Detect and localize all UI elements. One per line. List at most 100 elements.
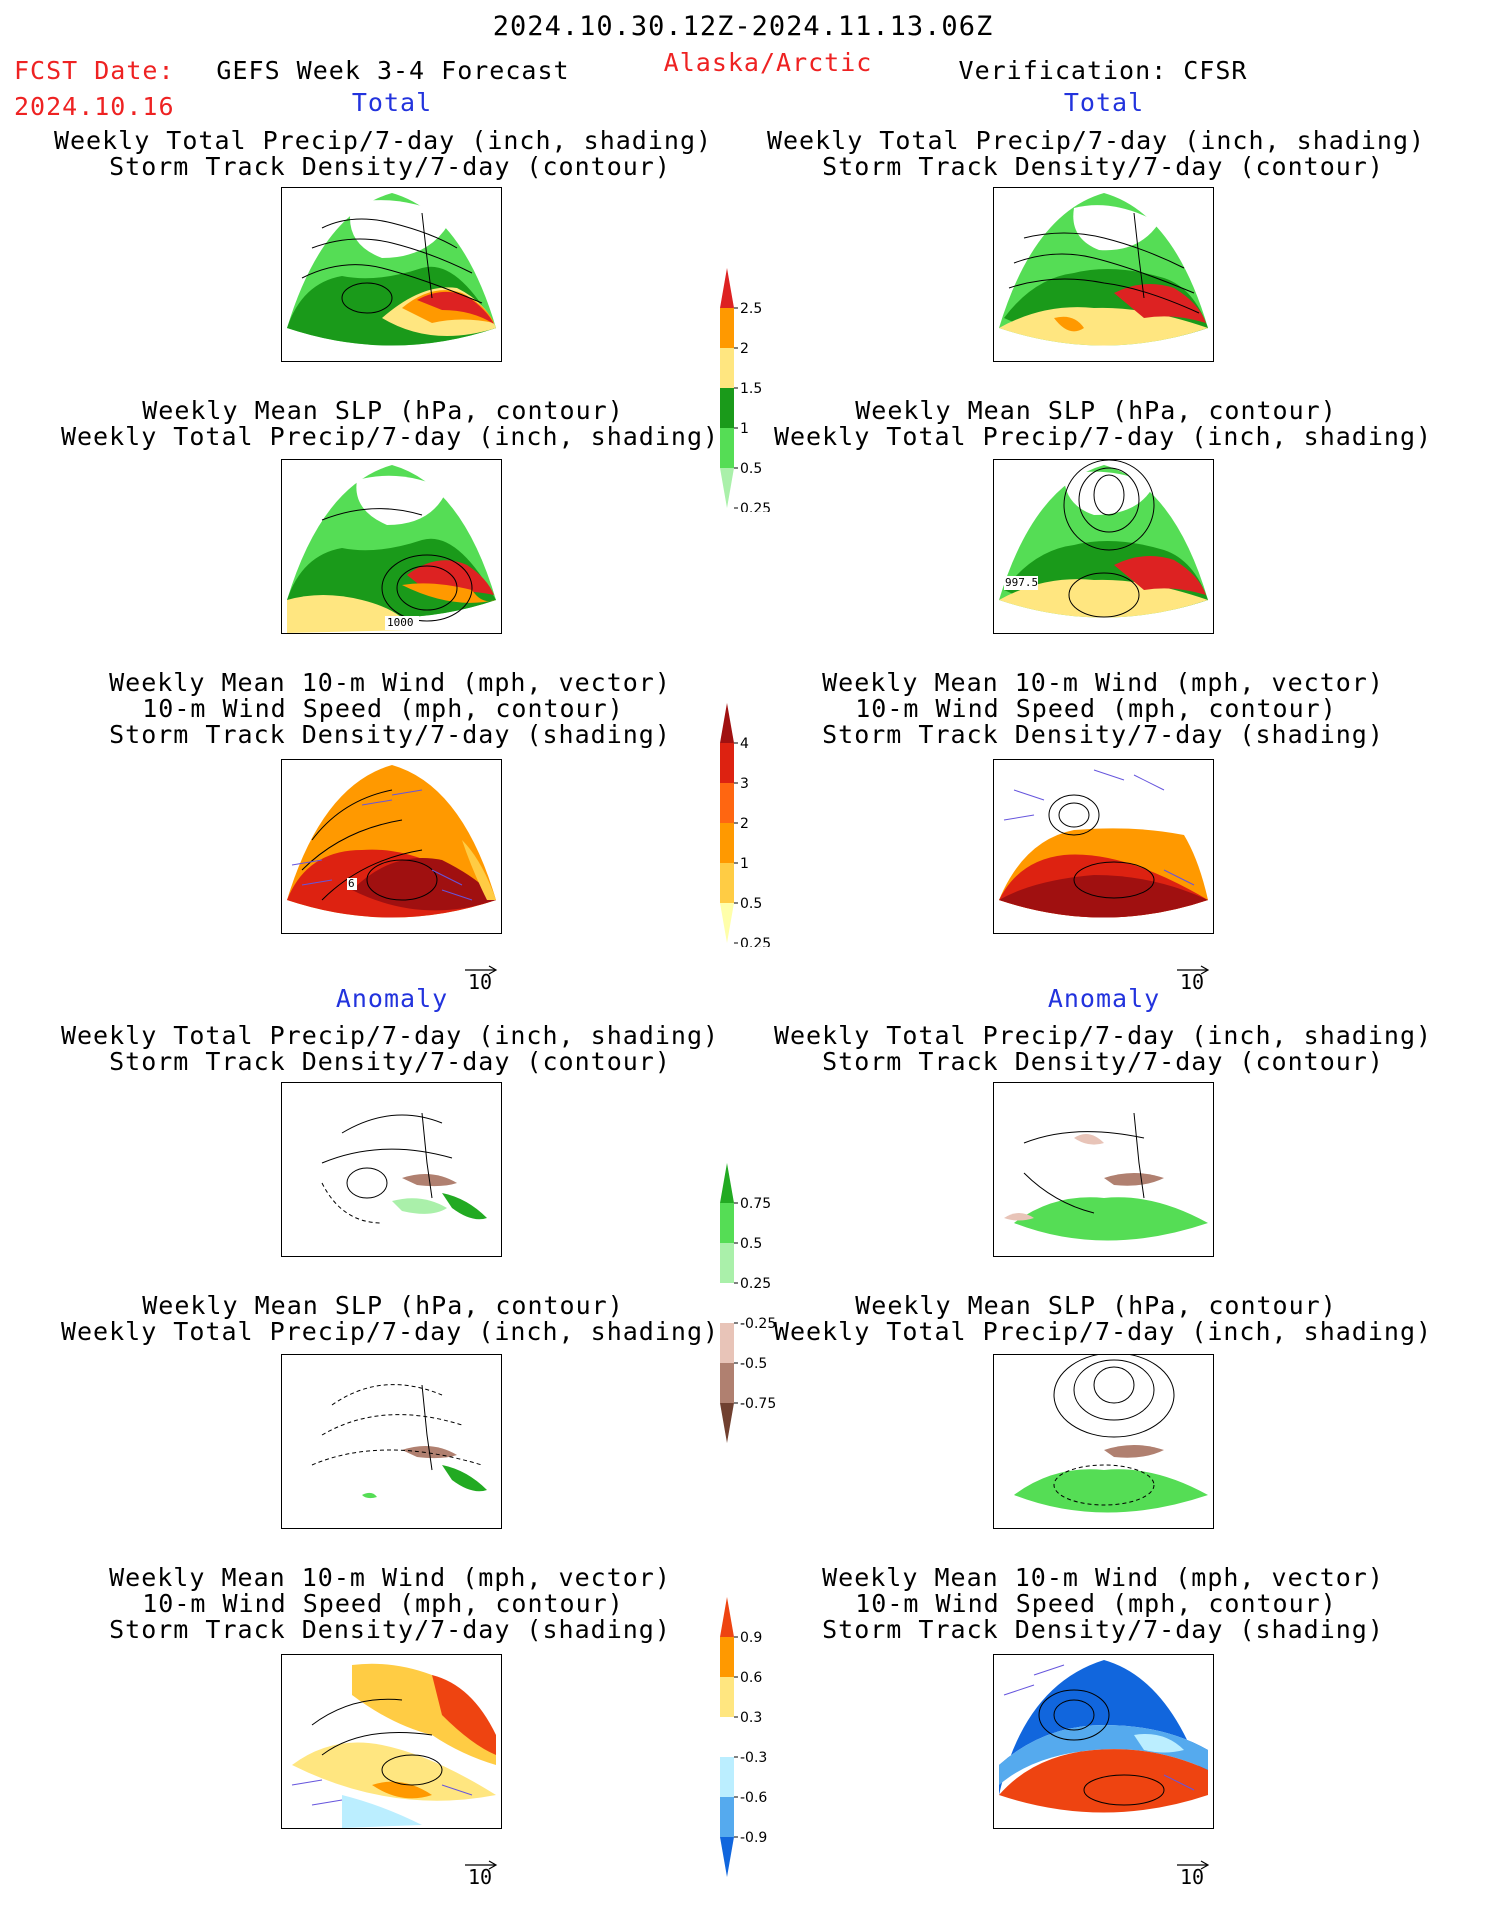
colorbar-tick-label: 0.5 xyxy=(740,896,762,912)
colorbar-tick-label: 0.75 xyxy=(740,1196,771,1212)
title-r6-a: Weekly Mean 10-m Wind (mph, vector) xyxy=(822,1563,1384,1592)
colorbar-segment xyxy=(720,268,734,308)
colorbar-tick-label: 0.3 xyxy=(740,1710,762,1726)
colorbar-segment xyxy=(720,703,734,743)
vector-ref-total-right xyxy=(1176,960,1210,979)
colorbar-segment xyxy=(720,1677,734,1717)
title-r1-a: Weekly Total Precip/7-day (inch, shading… xyxy=(766,126,1426,155)
colorbar-segment xyxy=(720,1797,734,1837)
colorbar-tick-label: -0.6 xyxy=(740,1790,767,1806)
vector-ref-anom-left xyxy=(464,1855,498,1874)
colorbar-tick-label: -0.3 xyxy=(740,1750,767,1766)
title-r3-b: 10-m Wind Speed (mph, contour) xyxy=(855,694,1337,723)
map-total-precip-verification xyxy=(993,187,1214,362)
vector-ref-label-total-right: 10 xyxy=(1180,970,1205,994)
colorbar-tick-label: 0.25 xyxy=(740,936,771,947)
section-anomaly-left: Anomaly xyxy=(335,984,449,1013)
vector-ref-label-total-left: 10 xyxy=(468,970,493,994)
colorbar-segment xyxy=(720,308,734,348)
colorbar-storm-anom: 0.9 0.6 0.3 -0.3 -0.6 -0.9 xyxy=(720,1597,810,1885)
map-anom-slp-verification xyxy=(993,1354,1214,1529)
title-l4-b: Storm Track Density/7-day (contour) xyxy=(109,1047,671,1076)
title-l6-a: Weekly Mean 10-m Wind (mph, vector) xyxy=(109,1563,671,1592)
colorbar-tick-label: -0.5 xyxy=(740,1356,767,1372)
colorbar-segment xyxy=(720,1597,734,1637)
colorbar-segment xyxy=(720,1163,734,1203)
title-r3-a: Weekly Mean 10-m Wind (mph, vector) xyxy=(822,668,1384,697)
map-total-slp-verification: 997.5 xyxy=(993,459,1214,634)
date-range: 2024.10.30.12Z-2024.11.13.06Z xyxy=(492,11,994,42)
title-l3-c: Storm Track Density/7-day (shading) xyxy=(109,720,671,749)
colorbar-segment xyxy=(720,1363,734,1403)
map-total-wind-forecast: 6 xyxy=(281,759,502,934)
colorbar-segment xyxy=(720,823,734,863)
map-anom-slp-forecast xyxy=(281,1354,502,1529)
map-anom-precip-verification xyxy=(993,1082,1214,1257)
vector-ref-label-anom-left: 10 xyxy=(468,1865,493,1889)
colorbar-tick-label: 1 xyxy=(740,421,749,437)
colorbar-tick-label: 1.5 xyxy=(740,381,762,397)
colorbar-segment xyxy=(720,1283,734,1323)
title-l5-a: Weekly Mean SLP (hPa, contour) xyxy=(142,1291,624,1320)
colorbar-tick-label: -0.9 xyxy=(740,1830,767,1846)
colorbar-tick-label: 2 xyxy=(740,816,749,832)
colorbar-precip-total: 2.5 2 1.5 1 0.5 0.25 xyxy=(720,268,810,517)
section-total-right: Total xyxy=(1063,88,1145,117)
colorbar-segment xyxy=(720,348,734,388)
colorbar-storm-total: 4 3 2 1 0.5 0.25 xyxy=(720,703,810,952)
colorbar-tick-label: 0.9 xyxy=(740,1630,762,1646)
fcst-date: 2024.10.16 xyxy=(14,92,175,121)
title-r4-b: Storm Track Density/7-day (contour) xyxy=(822,1047,1384,1076)
title-r2-b: Weekly Total Precip/7-day (inch, shading… xyxy=(773,422,1433,451)
colorbar-tick-label: 3 xyxy=(740,776,749,792)
colorbar-tick-label: -0.75 xyxy=(740,1396,776,1412)
title-l2-a: Weekly Mean SLP (hPa, contour) xyxy=(142,396,624,425)
title-l2-b: Weekly Total Precip/7-day (inch, shading… xyxy=(60,422,720,451)
colorbar-tick-label: 0.6 xyxy=(740,1670,762,1686)
colorbar-segment xyxy=(720,903,734,943)
map-anom-wind-verification xyxy=(993,1654,1214,1829)
colorbar-segment xyxy=(720,743,734,783)
title-r6-b: 10-m Wind Speed (mph, contour) xyxy=(855,1589,1337,1618)
section-total-left: Total xyxy=(351,88,433,117)
model-title: GEFS Week 3-4 Forecast xyxy=(216,56,570,85)
vector-ref-total-left xyxy=(464,960,498,979)
colorbar-segment xyxy=(720,863,734,903)
colorbar-tick-label: -0.25 xyxy=(740,1316,776,1332)
map-anom-wind-forecast xyxy=(281,1654,502,1829)
colorbar-segment xyxy=(720,1637,734,1677)
colorbar-segment xyxy=(720,388,734,428)
title-l6-b: 10-m Wind Speed (mph, contour) xyxy=(142,1589,624,1618)
title-r3-c: Storm Track Density/7-day (shading) xyxy=(822,720,1384,749)
title-l6-c: Storm Track Density/7-day (shading) xyxy=(109,1615,671,1644)
map-total-precip-forecast xyxy=(281,187,502,362)
colorbar-segment xyxy=(720,1203,734,1243)
colorbar-precip-anom: 0.75 0.5 0.25 -0.25 -0.5 -0.75 xyxy=(720,1163,810,1451)
title-l3-b: 10-m Wind Speed (mph, contour) xyxy=(142,694,624,723)
title-r2-a: Weekly Mean SLP (hPa, contour) xyxy=(855,396,1337,425)
map-total-wind-verification xyxy=(993,759,1214,934)
wind-label-6: 6 xyxy=(348,877,355,890)
map-total-slp-forecast: 1000 xyxy=(281,459,502,634)
vector-ref-anom-right xyxy=(1176,1855,1210,1874)
colorbar-tick-label: 2 xyxy=(740,341,749,357)
title-l3-a: Weekly Mean 10-m Wind (mph, vector) xyxy=(109,668,671,697)
title-r5-a: Weekly Mean SLP (hPa, contour) xyxy=(855,1291,1337,1320)
colorbar-tick-label: 0.5 xyxy=(740,461,762,477)
colorbar-segment xyxy=(720,783,734,823)
colorbar-tick-label: 2.5 xyxy=(740,301,762,317)
region-title: Alaska/Arctic xyxy=(663,48,873,77)
fcst-label: FCST Date: xyxy=(14,56,175,85)
title-r5-b: Weekly Total Precip/7-day (inch, shading… xyxy=(773,1317,1433,1346)
map-anom-precip-forecast xyxy=(281,1082,502,1257)
colorbar-tick-label: 1 xyxy=(740,856,749,872)
title-r1-b: Storm Track Density/7-day (contour) xyxy=(822,152,1384,181)
title-r4-a: Weekly Total Precip/7-day (inch, shading… xyxy=(773,1021,1433,1050)
colorbar-tick-label: 0.5 xyxy=(740,1236,762,1252)
colorbar-segment xyxy=(720,1837,734,1877)
title-l5-b: Weekly Total Precip/7-day (inch, shading… xyxy=(60,1317,720,1346)
colorbar-segment xyxy=(720,428,734,468)
colorbar-segment xyxy=(720,1717,734,1757)
title-l1-a: Weekly Total Precip/7-day (inch, shading… xyxy=(53,126,713,155)
colorbar-tick-label: 0.25 xyxy=(740,501,771,512)
